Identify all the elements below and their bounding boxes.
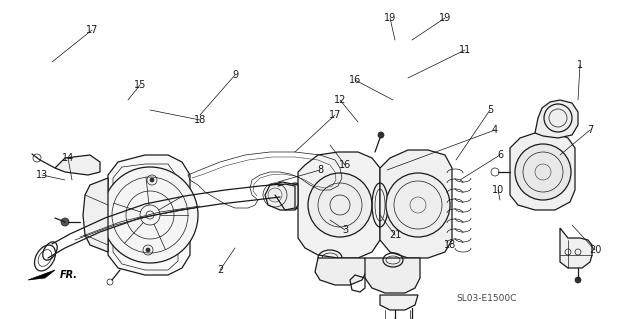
Text: 12: 12	[334, 95, 346, 105]
Text: 6: 6	[497, 150, 503, 160]
Polygon shape	[510, 133, 575, 210]
Circle shape	[146, 248, 150, 252]
Circle shape	[102, 167, 198, 263]
Text: 16: 16	[339, 160, 351, 170]
Polygon shape	[83, 178, 108, 252]
Polygon shape	[365, 258, 420, 293]
Polygon shape	[380, 150, 452, 258]
Circle shape	[575, 277, 581, 283]
Polygon shape	[315, 258, 368, 285]
Text: 18: 18	[444, 240, 456, 250]
Text: 1: 1	[577, 60, 583, 70]
Text: 21: 21	[389, 230, 401, 240]
Circle shape	[150, 178, 154, 182]
Text: SL03-E1500C: SL03-E1500C	[456, 294, 516, 303]
Text: 14: 14	[62, 153, 74, 163]
Text: 16: 16	[349, 75, 361, 85]
Text: FR.: FR.	[60, 270, 78, 280]
Text: 17: 17	[86, 25, 98, 35]
Circle shape	[515, 144, 571, 200]
Text: 3: 3	[342, 225, 348, 235]
Circle shape	[308, 173, 372, 237]
Text: 13: 13	[36, 170, 48, 180]
Text: 20: 20	[589, 245, 601, 255]
Text: 17: 17	[329, 110, 341, 120]
Text: 8: 8	[317, 165, 323, 175]
Text: 7: 7	[587, 125, 593, 135]
Polygon shape	[28, 270, 55, 280]
Text: 15: 15	[134, 80, 146, 90]
Circle shape	[378, 132, 384, 138]
Text: 19: 19	[384, 13, 396, 23]
Polygon shape	[265, 182, 298, 210]
Polygon shape	[108, 155, 190, 275]
Polygon shape	[298, 152, 380, 258]
Circle shape	[386, 173, 450, 237]
Text: 10: 10	[492, 185, 504, 195]
Polygon shape	[380, 295, 418, 310]
Text: 4: 4	[492, 125, 498, 135]
Text: 19: 19	[439, 13, 451, 23]
Text: 18: 18	[194, 115, 206, 125]
Polygon shape	[560, 228, 592, 268]
Text: 2: 2	[217, 265, 223, 275]
Circle shape	[61, 218, 69, 226]
Text: 5: 5	[487, 105, 493, 115]
Polygon shape	[535, 100, 578, 138]
Polygon shape	[55, 155, 100, 175]
Text: 11: 11	[459, 45, 471, 55]
Text: 9: 9	[232, 70, 238, 80]
